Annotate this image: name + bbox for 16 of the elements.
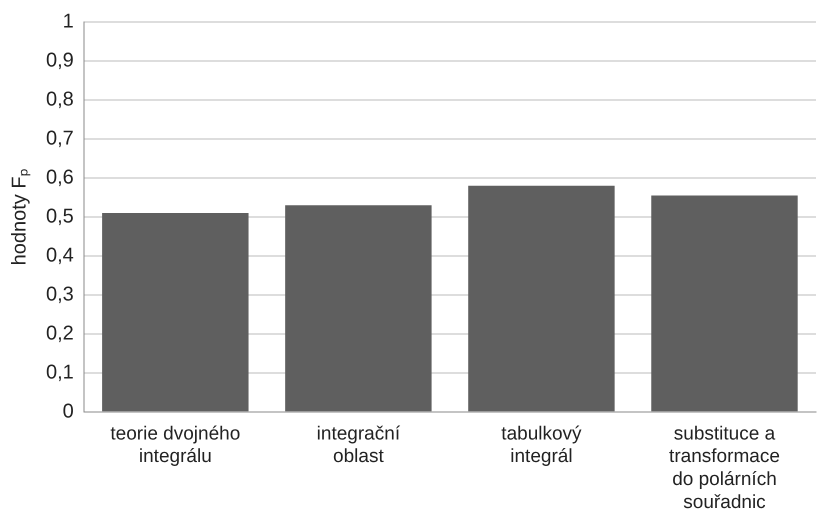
y-axis-title: hodnoty Fₚ	[8, 168, 31, 266]
y-tick-label: 0,2	[46, 322, 74, 344]
y-tick-label: 0,8	[46, 88, 74, 110]
y-tick-label: 0,5	[46, 205, 74, 228]
y-tick-label: 0,6	[46, 166, 74, 188]
y-tick-label: 0,9	[46, 49, 74, 72]
x-tick-label: substituce a transformace do polárních souřadnic	[669, 423, 780, 513]
y-tick-label: 0,7	[46, 127, 74, 150]
y-tick-label: 0,1	[46, 361, 74, 384]
y-tick-label: 0,3	[46, 283, 74, 306]
x-tick-label: integrační oblast	[316, 423, 401, 468]
x-tick-label: teorie dvojného integrálu	[110, 423, 240, 468]
x-tick-label: tabulkový integrál	[501, 423, 582, 468]
y-tick-label: 0	[62, 400, 74, 422]
y-tick-label: 0,4	[46, 244, 74, 266]
y-tick-label: 1	[62, 10, 74, 33]
